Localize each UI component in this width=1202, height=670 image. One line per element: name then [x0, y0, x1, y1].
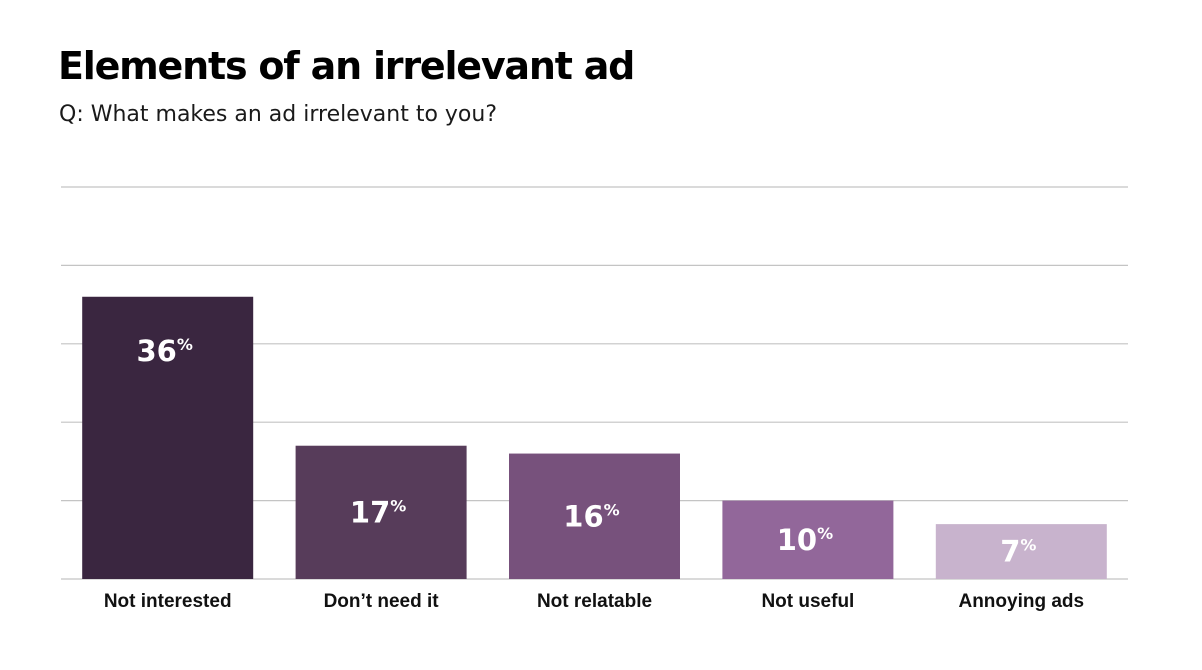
category-label: Not interested	[104, 591, 232, 612]
category-labels-group: Not interested Don’t need it Not relatable…	[104, 591, 1084, 612]
category-label: Not relatable	[537, 591, 652, 612]
bar	[295, 445, 467, 579]
category-label: Annoying ads	[958, 591, 1084, 612]
bars-group: 36% 17% 16% 10% 7%	[82, 296, 1107, 579]
category-label: Not useful	[761, 591, 854, 612]
bar-value-label: 17%	[350, 495, 406, 529]
bar-value-label: 36%	[137, 334, 193, 368]
bar-value-label: 10%	[777, 523, 833, 557]
category-label: Don’t need it	[324, 591, 440, 612]
bar-value-label: 7%	[1000, 535, 1036, 569]
bar	[722, 500, 894, 579]
bar	[935, 524, 1107, 579]
bar-value-label: 16%	[563, 499, 619, 533]
bar	[509, 453, 680, 579]
chart-subtitle: Q: What makes an ad irrelevant to you?	[59, 102, 497, 127]
chart-title: Elements of an irrelevant ad	[58, 44, 635, 88]
bar	[82, 296, 254, 579]
